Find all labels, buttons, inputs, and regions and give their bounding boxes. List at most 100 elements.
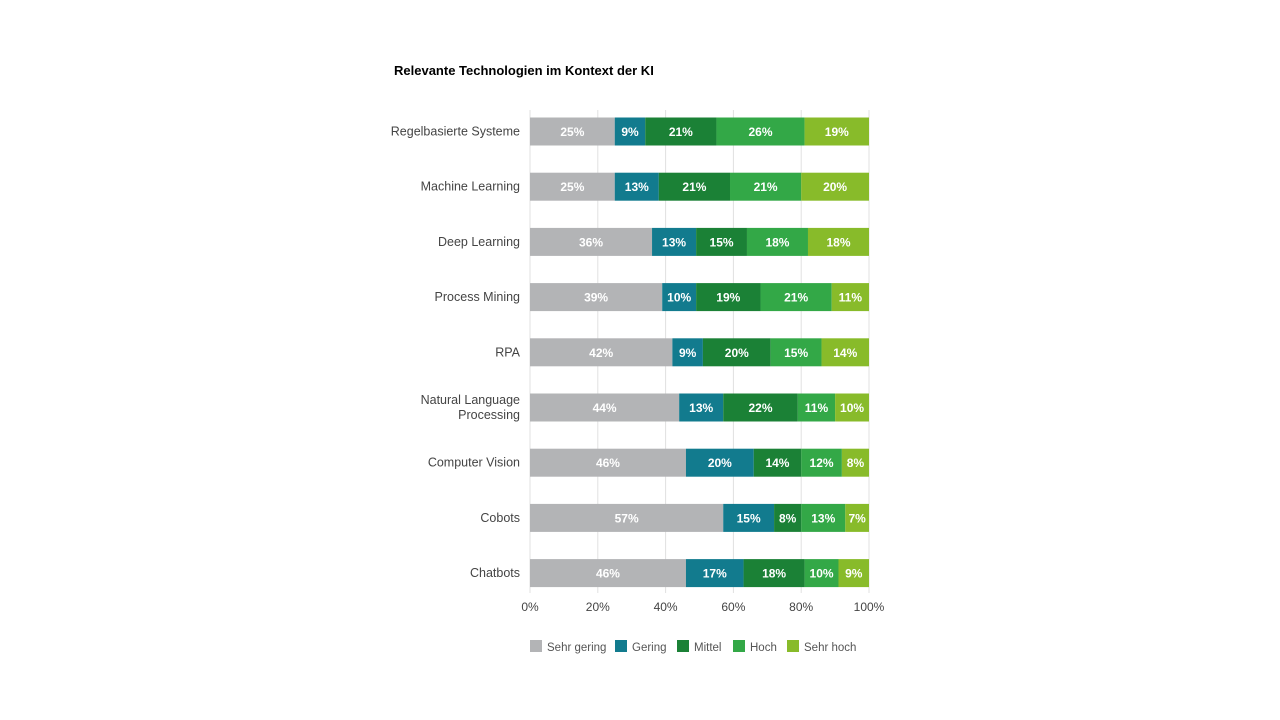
- x-tick-label: 40%: [654, 600, 678, 614]
- bar-segment: [804, 117, 869, 146]
- data-label: 42%: [589, 346, 613, 360]
- bar-segment: [774, 503, 802, 532]
- bar-segment: [801, 448, 842, 477]
- bar-segment: [723, 393, 798, 422]
- data-label: 14%: [833, 346, 857, 360]
- bar-segment: [530, 227, 653, 256]
- bar-segment: [645, 117, 717, 146]
- data-label: 46%: [596, 456, 620, 470]
- data-label: 21%: [754, 180, 778, 194]
- bar-segment: [841, 448, 869, 477]
- data-label: 8%: [779, 511, 797, 525]
- data-label: 7%: [848, 511, 866, 525]
- bar-segment: [702, 338, 771, 367]
- bar-segment: [672, 338, 703, 367]
- data-label: 8%: [847, 456, 865, 470]
- bar-segment: [658, 172, 731, 201]
- data-label: 19%: [716, 291, 740, 305]
- data-label: 9%: [845, 567, 863, 581]
- legend-swatch: [615, 640, 627, 652]
- legend-swatch: [733, 640, 745, 652]
- bar-segment: [530, 559, 686, 588]
- legend-swatch: [677, 640, 689, 652]
- data-label: 20%: [725, 346, 749, 360]
- category-label: Chatbots: [470, 566, 520, 580]
- data-label: 11%: [805, 401, 829, 415]
- category-label: Deep Learning: [438, 235, 520, 249]
- category-label: Machine Learning: [421, 180, 520, 194]
- data-label: 9%: [679, 346, 697, 360]
- bar-segment: [679, 393, 724, 422]
- bar-segment: [801, 172, 869, 201]
- bar-segment: [838, 559, 869, 588]
- bar-segment: [530, 393, 680, 422]
- legend-label: Sehr hoch: [804, 642, 856, 654]
- data-label: 44%: [593, 401, 617, 415]
- bar-segment: [760, 283, 832, 312]
- bar-segment: [821, 338, 869, 367]
- data-label: 21%: [682, 180, 706, 194]
- bar-segment: [530, 172, 615, 201]
- bar-segment: [730, 172, 802, 201]
- bar-segment: [746, 227, 808, 256]
- category-label: Process Mining: [435, 290, 520, 304]
- data-label: 18%: [826, 235, 850, 249]
- bar-segment: [530, 338, 673, 367]
- bar-segment: [530, 448, 686, 477]
- legend-swatch: [787, 640, 799, 652]
- bar-segment: [685, 559, 744, 588]
- data-label: 10%: [667, 291, 691, 305]
- bar-segment: [530, 117, 615, 146]
- x-tick-label: 60%: [721, 600, 745, 614]
- bar-segment: [696, 227, 747, 256]
- data-label: 9%: [621, 125, 639, 139]
- bar-segment: [835, 393, 869, 422]
- x-tick-label: 20%: [586, 600, 610, 614]
- data-label: 25%: [560, 180, 584, 194]
- x-tick-label: 100%: [854, 600, 885, 614]
- data-label: 21%: [784, 291, 808, 305]
- bar-segment: [831, 283, 869, 312]
- category-label: RPA: [495, 345, 520, 359]
- data-label: 57%: [615, 511, 639, 525]
- legend-label: Gering: [632, 642, 667, 654]
- data-label: 46%: [596, 567, 620, 581]
- bar-segment: [652, 227, 697, 256]
- bar-segment: [804, 559, 839, 588]
- bar-segment: [770, 338, 822, 367]
- bar-segment: [845, 503, 869, 532]
- data-label: 12%: [810, 456, 834, 470]
- x-tick-label: 80%: [789, 600, 813, 614]
- bar-segment: [797, 393, 836, 422]
- data-label: 17%: [703, 567, 727, 581]
- bar-segment: [662, 283, 697, 312]
- bar-segment: [723, 503, 775, 532]
- data-label: 11%: [839, 291, 863, 305]
- data-label: 15%: [784, 346, 808, 360]
- bar-segment: [530, 503, 724, 532]
- data-label: 25%: [560, 125, 584, 139]
- bar-segment: [696, 283, 761, 312]
- data-label: 36%: [579, 235, 603, 249]
- data-label: 13%: [662, 235, 686, 249]
- x-tick-label: 0%: [521, 600, 539, 614]
- data-label: 20%: [823, 180, 847, 194]
- data-label: 13%: [689, 401, 713, 415]
- data-label: 13%: [811, 511, 835, 525]
- data-label: 18%: [762, 567, 786, 581]
- data-label: 39%: [584, 291, 608, 305]
- data-label: 21%: [669, 125, 693, 139]
- bar-segment: [685, 448, 754, 477]
- category-label: Cobots: [480, 511, 520, 525]
- chart-title: Relevante Technologien im Kontext der KI: [394, 63, 654, 78]
- category-label: Natural Language Processing: [421, 393, 520, 422]
- legend-label: Hoch: [750, 642, 777, 654]
- bar-segment: [614, 117, 646, 146]
- data-label: 18%: [765, 235, 789, 249]
- bar-segment: [743, 559, 805, 588]
- bar-segment: [753, 448, 802, 477]
- data-label: 19%: [825, 125, 849, 139]
- data-label: 14%: [765, 456, 789, 470]
- bar-segment: [807, 227, 869, 256]
